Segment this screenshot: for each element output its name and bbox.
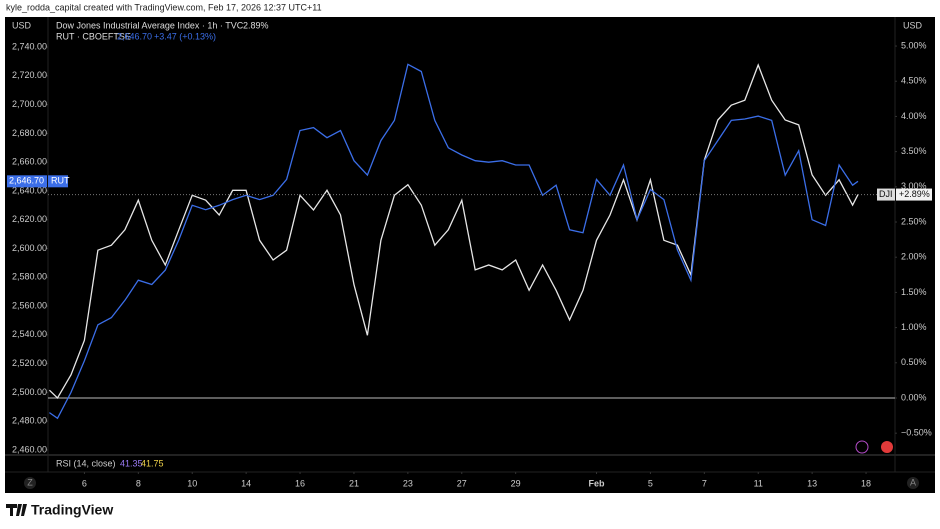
header: kyle_rodda_capital created with TradingV…: [6, 2, 322, 12]
y-tick-label: 2,620.00: [12, 214, 47, 224]
x-tick-label: 8: [136, 478, 141, 488]
y2-tick-label: 1.50%: [901, 287, 927, 297]
y-tick-label: 2,540.00: [12, 329, 47, 339]
dji-tag-label: DJI: [879, 189, 893, 199]
y-tick-label: 2,740.00: [12, 41, 47, 51]
left-currency: USD: [12, 20, 32, 30]
x-tick-label: 21: [349, 478, 359, 488]
x-tick-label: 13: [807, 478, 817, 488]
y2-tick-label: 3.00%: [901, 181, 927, 191]
y2-tick-label: 4.50%: [901, 76, 927, 86]
y-tick-label: 2,460.00: [12, 444, 47, 454]
x-tick-label: Feb: [589, 478, 606, 488]
series-line: [48, 63, 859, 400]
dji-value-tag: [896, 188, 932, 201]
a-button[interactable]: [907, 477, 919, 489]
y2-tick-label: −0.50%: [901, 428, 932, 438]
x-tick-label: 27: [457, 478, 467, 488]
x-tick-label: 14: [241, 478, 251, 488]
y-tick-label: 2,660.00: [12, 157, 47, 167]
x-tick-label: 23: [403, 478, 413, 488]
legend-rut-price: 2,646.70: [117, 31, 152, 41]
y-tick-label: 2,640.00: [12, 185, 47, 195]
x-tick-label: 7: [702, 478, 707, 488]
indicator-value: 41.75: [141, 458, 164, 468]
y2-tick-label: 5.00%: [901, 40, 927, 50]
legend-rut: RUT · CBOEFTSE: [56, 31, 131, 41]
x-tick-label: 6: [82, 478, 87, 488]
y2-tick-label: 2.00%: [901, 252, 927, 262]
indicator-value: 41.35: [120, 458, 143, 468]
rut-tag: [48, 175, 68, 188]
x-tick-label: 10: [187, 478, 197, 488]
icon-lightning[interactable]: [855, 440, 869, 454]
x-tick-label: 16: [295, 478, 305, 488]
footer-brand: TradingView: [31, 502, 113, 518]
y-tick-label: 2,680.00: [12, 128, 47, 138]
indicator-name: RSI (14, close): [56, 458, 116, 468]
series-line: [49, 63, 859, 420]
rut-value-label: 2,646.70: [9, 176, 44, 186]
y-tick-label: 2,520.00: [12, 358, 47, 368]
y2-tick-label: 4.00%: [901, 111, 927, 121]
rut-tag-label: RUT: [51, 176, 70, 186]
legend-dji: Dow Jones Industrial Average Index · 1h …: [56, 20, 244, 30]
y-tick-label: 2,600.00: [12, 243, 47, 253]
legend-dji-change: 2.89%: [243, 20, 269, 30]
x-tick-label: 11: [754, 478, 763, 488]
y2-tick-label: 0.50%: [901, 357, 927, 367]
icon-flag[interactable]: [881, 441, 893, 453]
y2-tick-label: 1.00%: [901, 322, 927, 332]
chart-panel: [5, 17, 935, 493]
dji-tag: [877, 188, 895, 201]
rut-value-tag: [7, 175, 47, 188]
y-tick-label: 2,560.00: [12, 300, 47, 310]
dji-value-label: +2.89%: [899, 189, 930, 199]
y-tick-label: 2,580.00: [12, 272, 47, 282]
y-tick-label: 2,480.00: [12, 416, 47, 426]
right-currency: USD: [903, 20, 923, 30]
z-button[interactable]: [24, 477, 36, 489]
x-tick-label: 5: [648, 478, 653, 488]
y-tick-label: 2,700.00: [12, 99, 47, 109]
y-tick-label: 2,500.00: [12, 387, 47, 397]
y2-tick-label: 2.50%: [901, 216, 927, 226]
a-label: A: [910, 477, 916, 487]
x-tick-label: 18: [861, 478, 871, 488]
x-tick-label: 29: [511, 478, 521, 488]
legend-rut-change: +3.47 (+0.13%): [154, 31, 216, 41]
y2-tick-label: 3.50%: [901, 146, 927, 156]
tv-logo: [6, 504, 27, 516]
z-label: Z: [27, 477, 33, 487]
y-tick-label: 2,720.00: [12, 70, 47, 80]
y2-tick-label: 0.00%: [901, 392, 927, 402]
